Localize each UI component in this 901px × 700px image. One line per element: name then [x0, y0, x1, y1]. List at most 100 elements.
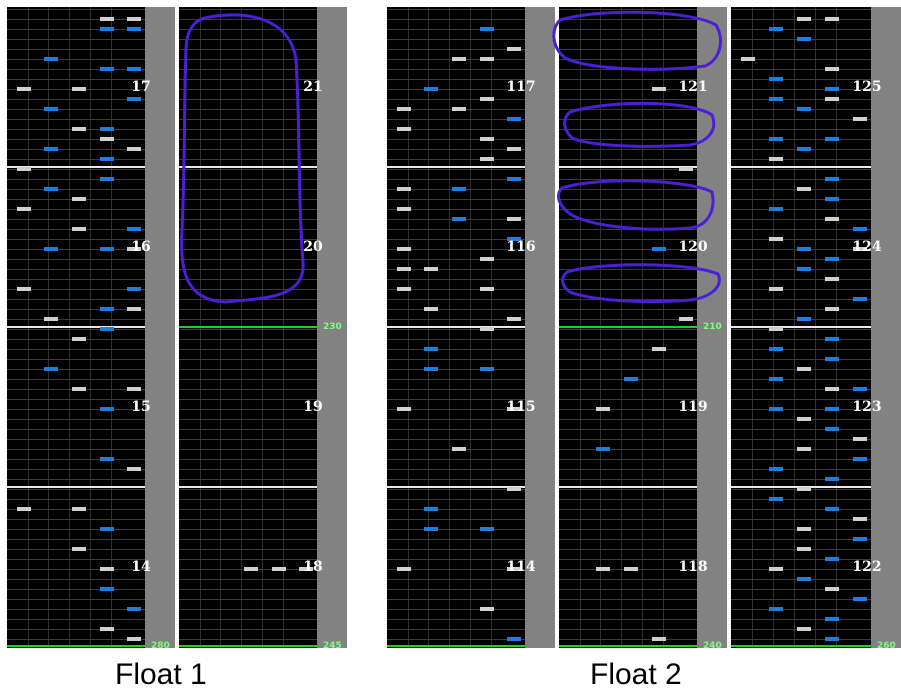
- grid-row-line: [7, 19, 175, 20]
- measure-sidebar: [317, 7, 347, 648]
- grid-row-line: [7, 609, 175, 610]
- chart-note: [825, 617, 839, 621]
- grid-row-line: [559, 99, 727, 100]
- grid-row-line: [387, 319, 555, 320]
- chart-note: [769, 467, 783, 471]
- grid-row-line: [387, 139, 555, 140]
- grid-row-line: [559, 499, 727, 500]
- grid-row-line: [731, 169, 901, 170]
- chart-note: [769, 27, 783, 31]
- grid-row-line: [731, 39, 901, 40]
- measure-number: 18: [303, 559, 323, 575]
- chart-note: [100, 327, 114, 331]
- chart-note: [480, 57, 494, 61]
- chart-note: [72, 547, 86, 551]
- bpm-marker: 210: [703, 322, 722, 332]
- chart-note: [825, 507, 839, 511]
- grid-row-line: [7, 399, 175, 400]
- chart-note: [769, 207, 783, 211]
- grid-row-line: [7, 579, 175, 580]
- grid-row-line: [387, 99, 555, 100]
- chart-note: [480, 287, 494, 291]
- chart-note: [507, 567, 521, 571]
- chart-note: [72, 127, 86, 131]
- measure-number: 20: [303, 239, 323, 255]
- measure-number: 114: [506, 559, 536, 575]
- chart-note: [17, 507, 31, 511]
- chart-note: [480, 257, 494, 261]
- chart-note: [44, 187, 58, 191]
- grid-row-line: [7, 219, 175, 220]
- chart-note: [825, 307, 839, 311]
- grid-row-line: [387, 409, 555, 410]
- chart-note: [480, 137, 494, 141]
- grid-row-line: [731, 599, 901, 600]
- grid-row-line: [179, 349, 347, 350]
- chart-note: [127, 27, 141, 31]
- grid-row-line: [559, 169, 727, 170]
- grid-row-line: [7, 549, 175, 550]
- grid-row-line: [179, 389, 347, 390]
- chart-note: [853, 537, 867, 541]
- chart-note: [17, 167, 31, 171]
- grid-row-line: [7, 309, 175, 310]
- chart-note: [127, 227, 141, 231]
- grid-row-line: [559, 609, 727, 610]
- bpm-change-line: [179, 326, 347, 328]
- grid-row-line: [731, 159, 901, 160]
- grid-row-line: [731, 209, 901, 210]
- grid-row-line: [559, 509, 727, 510]
- grid-row-line: [387, 619, 555, 620]
- chart-note: [797, 247, 811, 251]
- grid-row-line: [387, 209, 555, 210]
- chart-note: [480, 157, 494, 161]
- grid-row-line: [7, 139, 175, 140]
- grid-row-line: [387, 239, 555, 240]
- grid-row-line: [731, 259, 901, 260]
- chart-note: [797, 147, 811, 151]
- chart-note: [825, 177, 839, 181]
- chart-note: [507, 217, 521, 221]
- grid-row-line: [731, 59, 901, 60]
- measure-sidebar: [525, 7, 555, 648]
- grid-row-line: [731, 359, 901, 360]
- chart-note: [507, 407, 521, 411]
- measure-sidebar: [871, 7, 901, 648]
- grid-row-line: [179, 439, 347, 440]
- grid-row-line: [179, 379, 347, 380]
- chart-note: [825, 557, 839, 561]
- chart-column-3: 117 116 115 114: [387, 7, 555, 648]
- grid-row-line: [731, 239, 901, 240]
- chart-note: [825, 357, 839, 361]
- grid-row-line: [559, 349, 727, 350]
- chart-column-1: 17 16 15 14 280: [7, 7, 175, 648]
- chart-note: [769, 377, 783, 381]
- grid-row-line: [179, 529, 347, 530]
- grid-row-line: [387, 549, 555, 550]
- grid-row-line: [179, 449, 347, 450]
- chart-note: [44, 317, 58, 321]
- chart-note: [127, 67, 141, 71]
- grid-row-line: [559, 239, 727, 240]
- chart-note: [825, 277, 839, 281]
- chart-column-4: 121 120 119 118 240 210: [559, 7, 727, 648]
- chart-note: [507, 317, 521, 321]
- chart-note: [797, 447, 811, 451]
- grid-row-line: [387, 509, 555, 510]
- grid-row-line: [387, 29, 555, 30]
- chart-note: [769, 157, 783, 161]
- grid-row-line: [7, 529, 175, 530]
- grid-row-line: [179, 629, 347, 630]
- grid-row-line: [179, 599, 347, 600]
- grid-row-line: [387, 539, 555, 540]
- grid-row-line: [387, 49, 555, 50]
- grid-row-line: [731, 459, 901, 460]
- chart-note: [624, 567, 638, 571]
- grid-row-line: [7, 79, 175, 80]
- grid-row-line: [559, 619, 727, 620]
- chart-note: [424, 307, 438, 311]
- grid-row-line: [387, 389, 555, 390]
- grid-row-line: [179, 469, 347, 470]
- grid-row-line: [559, 529, 727, 530]
- grid-row-line: [7, 349, 175, 350]
